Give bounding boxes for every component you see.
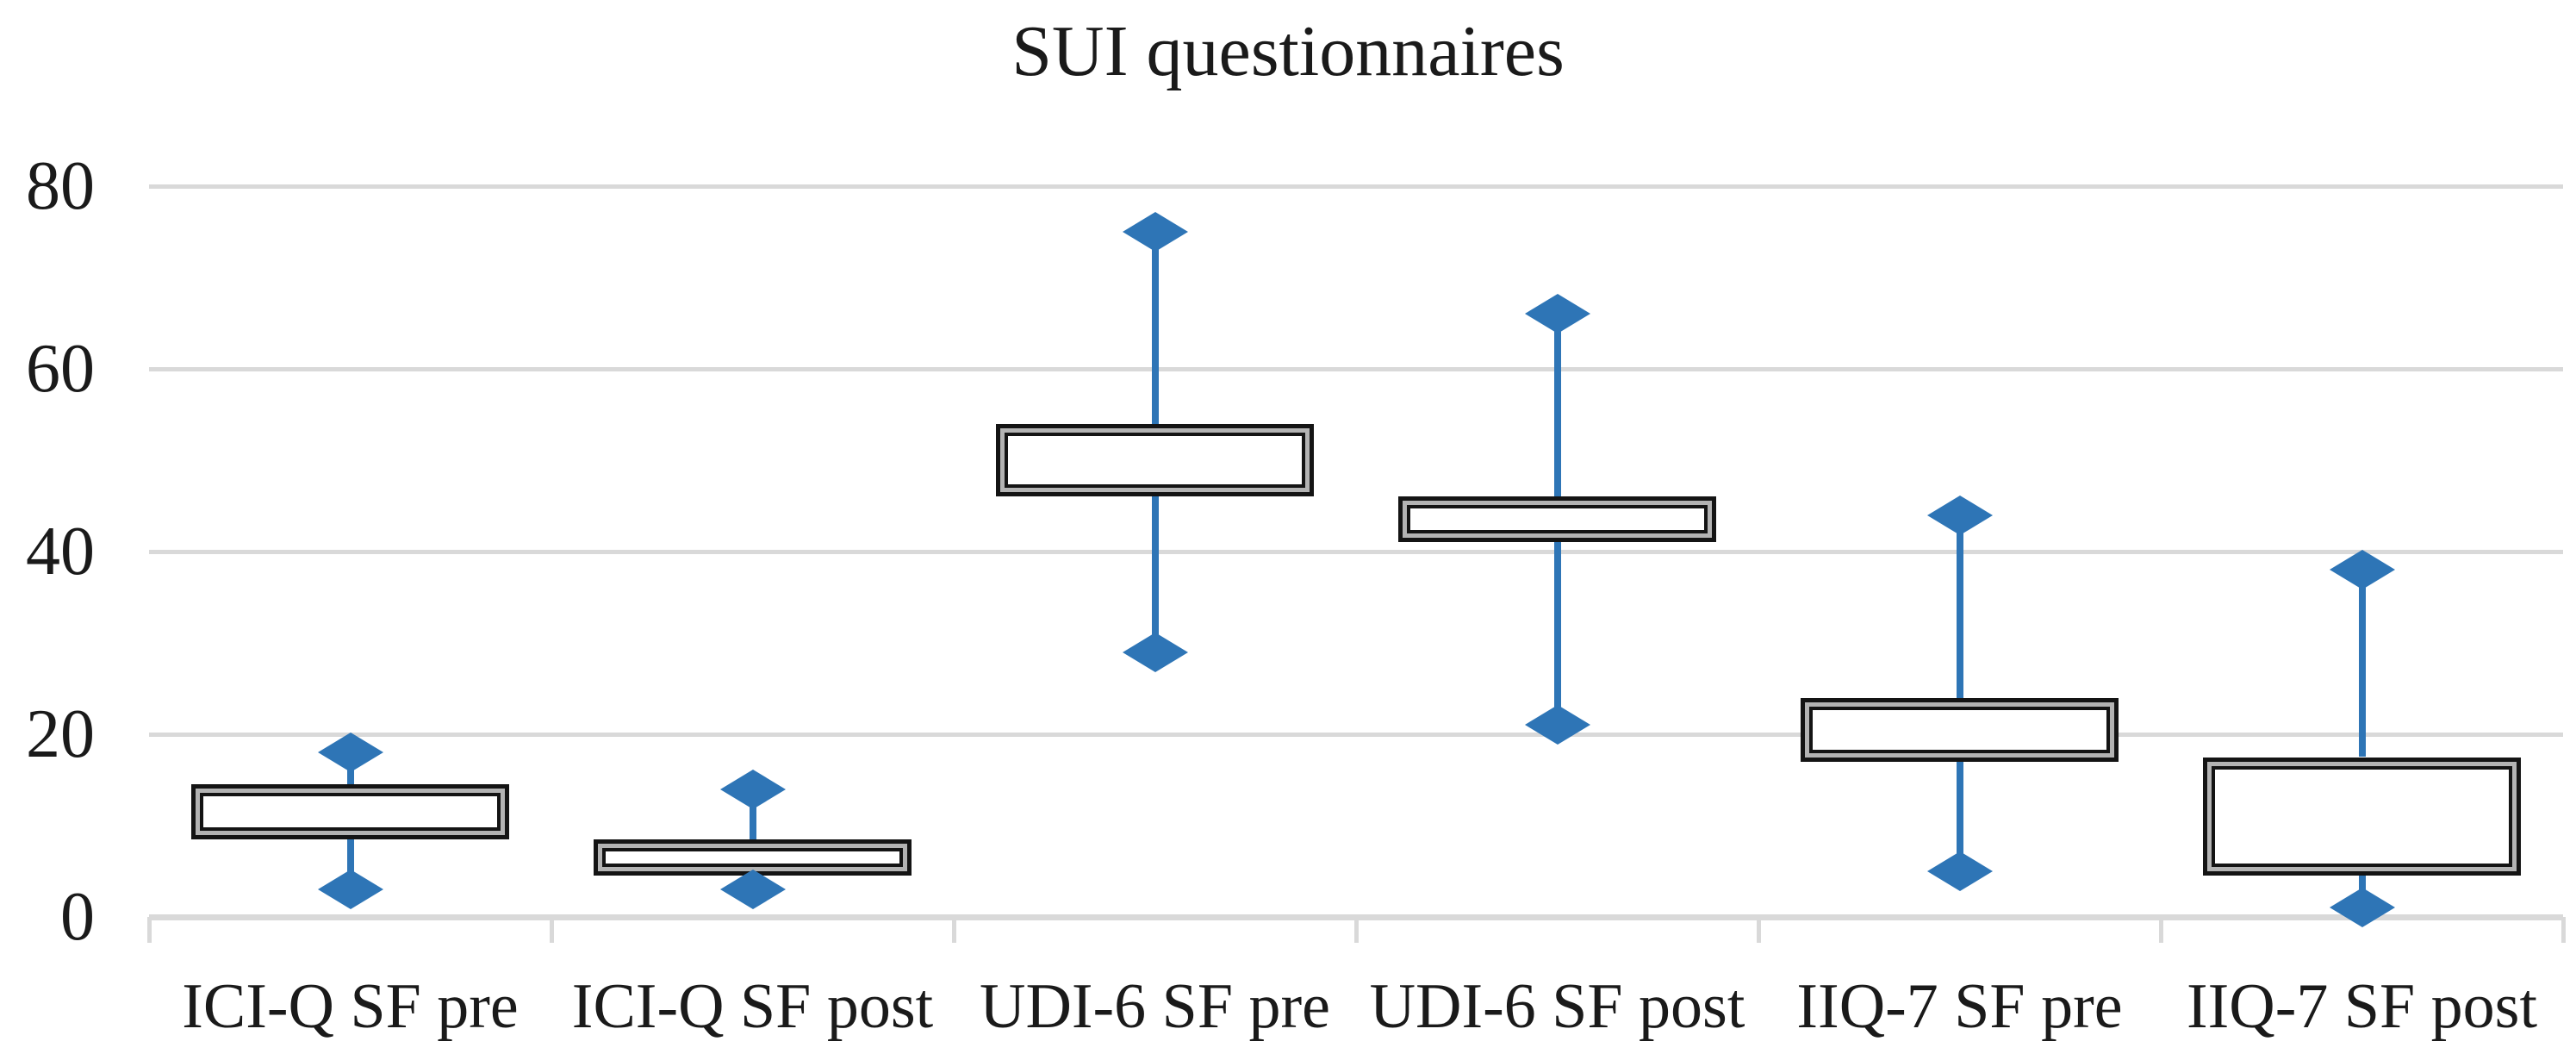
diamond-marker-min bbox=[1122, 632, 1188, 672]
diamond-marker-max bbox=[317, 733, 383, 773]
category-label: UDI-6 SF pre bbox=[980, 971, 1330, 1042]
category-label: IIQ-7 SF post bbox=[2186, 971, 2538, 1042]
category-label: IIQ-7 SF pre bbox=[1796, 971, 2123, 1042]
diamond-marker-max bbox=[2329, 550, 2395, 590]
gridline-y40 bbox=[149, 550, 2563, 554]
diamond-marker-max bbox=[1524, 294, 1590, 334]
diamond-marker-min bbox=[719, 870, 786, 910]
diamond-marker-min bbox=[2329, 888, 2395, 928]
iqr-box-inner bbox=[200, 793, 501, 831]
diamond-marker-max bbox=[1122, 212, 1188, 252]
y-axis-label: 0 bbox=[60, 879, 95, 955]
whisker-upper bbox=[749, 789, 756, 839]
axis-tick bbox=[550, 917, 554, 943]
iqr-box bbox=[1398, 496, 1716, 543]
whisker-lower bbox=[1956, 761, 1963, 871]
whisker-upper bbox=[2358, 570, 2366, 758]
category-label: ICI-Q SF pre bbox=[182, 971, 519, 1042]
diamond-marker-min bbox=[1926, 851, 1993, 891]
gridline-y80 bbox=[149, 184, 2563, 189]
axis-tick bbox=[1757, 917, 1761, 943]
whisker-lower bbox=[1151, 496, 1159, 652]
gridline-y60 bbox=[149, 367, 2563, 371]
whisker-lower bbox=[1553, 542, 1561, 726]
y-axis-label: 20 bbox=[26, 696, 95, 772]
y-axis-label: 80 bbox=[26, 148, 95, 224]
category-label: UDI-6 SF post bbox=[1369, 971, 1745, 1042]
axis-tick bbox=[2561, 917, 2566, 943]
category-label: ICI-Q SF post bbox=[571, 971, 934, 1042]
iqr-box bbox=[996, 423, 1314, 497]
diamond-marker-min bbox=[317, 870, 383, 910]
chart-title: SUI questionnaires bbox=[1011, 11, 1565, 91]
y-axis-label: 40 bbox=[26, 514, 95, 589]
axis-tick bbox=[1354, 917, 1359, 943]
iqr-box-inner bbox=[2212, 765, 2512, 868]
gridline-y20 bbox=[149, 733, 2563, 737]
y-axis-label: 60 bbox=[26, 331, 95, 407]
iqr-box bbox=[2203, 757, 2521, 876]
whisker-lower bbox=[346, 839, 354, 890]
iqr-box-inner bbox=[1005, 432, 1305, 489]
axis-tick bbox=[2159, 917, 2163, 943]
diamond-marker-min bbox=[1524, 705, 1590, 745]
whisker-upper bbox=[1956, 514, 1963, 698]
iqr-box bbox=[1801, 697, 2119, 762]
iqr-box bbox=[191, 784, 509, 839]
iqr-box-inner bbox=[1809, 706, 2110, 753]
whisker-upper bbox=[1553, 314, 1561, 497]
iqr-box-inner bbox=[1407, 505, 1708, 534]
iqr-box-inner bbox=[602, 847, 903, 868]
axis-tick bbox=[147, 917, 152, 943]
diamond-marker-max bbox=[719, 769, 786, 809]
axis-tick bbox=[952, 917, 956, 943]
diamond-marker-max bbox=[1926, 495, 1993, 535]
whisker-upper bbox=[1151, 232, 1159, 424]
